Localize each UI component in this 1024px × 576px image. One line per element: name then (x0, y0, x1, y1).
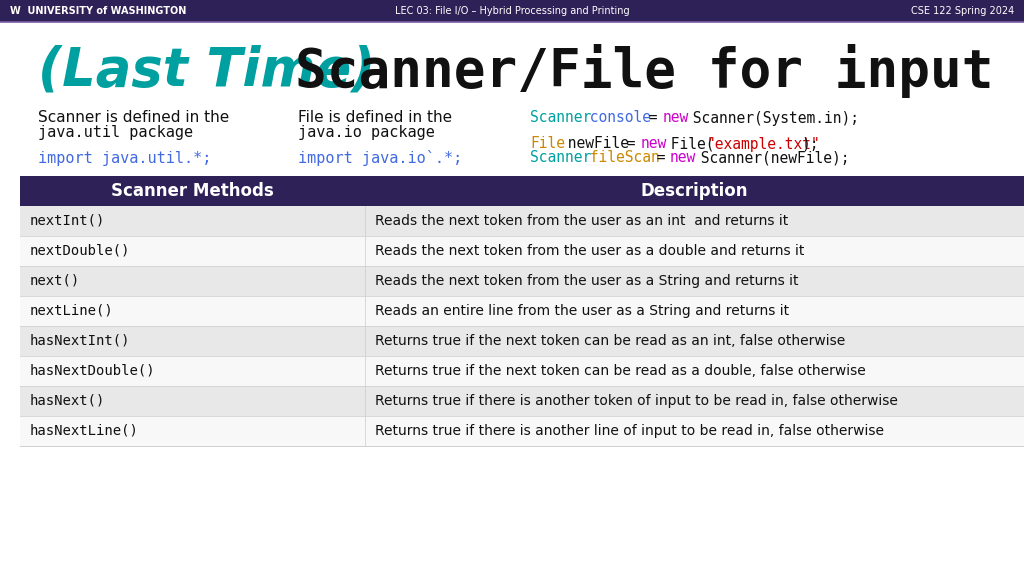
Bar (20, 356, 1024, 386)
Bar (20, 266, 1024, 296)
Text: Scanner: Scanner (530, 111, 591, 126)
Bar (20, 236, 1024, 266)
Text: Scanner is defined in the: Scanner is defined in the (38, 111, 229, 126)
Text: Returns true if the next token can be read as an int, false otherwise: Returns true if the next token can be re… (375, 334, 845, 348)
Text: File is defined in the: File is defined in the (298, 111, 453, 126)
Text: Scanner Methods: Scanner Methods (112, 182, 273, 200)
Text: Reads the next token from the user as an int  and returns it: Reads the next token from the user as an… (375, 214, 788, 228)
Text: nextDouble(): nextDouble() (30, 244, 130, 258)
Text: W  UNIVERSITY of WASHINGTON: W UNIVERSITY of WASHINGTON (10, 6, 186, 16)
Text: Scanner: Scanner (530, 150, 591, 165)
Text: new: new (663, 111, 688, 126)
Bar (20, 176, 1024, 206)
Text: =: = (647, 150, 674, 165)
Bar (20, 386, 1024, 416)
Text: fileScan: fileScan (582, 150, 660, 165)
Text: Reads an entire line from the user as a String and returns it: Reads an entire line from the user as a … (375, 304, 790, 318)
Text: (Last Time): (Last Time) (38, 45, 394, 97)
Text: =: = (640, 111, 667, 126)
Text: nextLine(): nextLine() (30, 304, 114, 318)
Text: console: console (582, 111, 651, 126)
Bar (20, 296, 1024, 326)
Text: LEC 03: File I/O – Hybrid Processing and Printing: LEC 03: File I/O – Hybrid Processing and… (394, 6, 630, 16)
Text: Reads the next token from the user as a double and returns it: Reads the next token from the user as a … (375, 244, 805, 258)
Text: nextInt(): nextInt() (30, 214, 105, 228)
Bar (20, 416, 1024, 446)
Bar (20, 206, 1024, 236)
Text: Scanner(newFile);: Scanner(newFile); (691, 150, 849, 165)
Text: java.util package: java.util package (38, 126, 194, 141)
Text: Scanner(System.in);: Scanner(System.in); (684, 111, 859, 126)
Text: hasNextLine(): hasNextLine() (30, 424, 139, 438)
Text: newFile: newFile (559, 137, 630, 151)
Text: CSE 122 Spring 2024: CSE 122 Spring 2024 (910, 6, 1014, 16)
Text: hasNextInt(): hasNextInt() (30, 334, 130, 348)
Text: new: new (640, 137, 667, 151)
Text: import java.io`.*;: import java.io`.*; (298, 150, 462, 166)
Text: import java.util.*;: import java.util.*; (38, 150, 211, 165)
Text: =: = (618, 137, 644, 151)
Bar (20, 326, 1024, 356)
Text: Description: Description (641, 182, 749, 200)
Text: File(: File( (663, 137, 715, 151)
Text: Reads the next token from the user as a String and returns it: Reads the next token from the user as a … (375, 274, 799, 288)
Text: hasNextDouble(): hasNextDouble() (30, 364, 156, 378)
Text: "example.txt": "example.txt" (707, 137, 820, 151)
Text: );: ); (802, 137, 819, 151)
Text: new: new (670, 150, 696, 165)
Text: Scanner/File for input: Scanner/File for input (295, 44, 993, 98)
Text: File: File (530, 137, 565, 151)
Text: java.io package: java.io package (298, 126, 435, 141)
Text: Returns true if there is another token of input to be read in, false otherwise: Returns true if there is another token o… (375, 394, 898, 408)
Text: next(): next() (30, 274, 80, 288)
Bar (0, 0, 1024, 22)
Text: Returns true if the next token can be read as a double, false otherwise: Returns true if the next token can be re… (375, 364, 865, 378)
Text: Returns true if there is another line of input to be read in, false otherwise: Returns true if there is another line of… (375, 424, 884, 438)
Text: hasNext(): hasNext() (30, 394, 105, 408)
